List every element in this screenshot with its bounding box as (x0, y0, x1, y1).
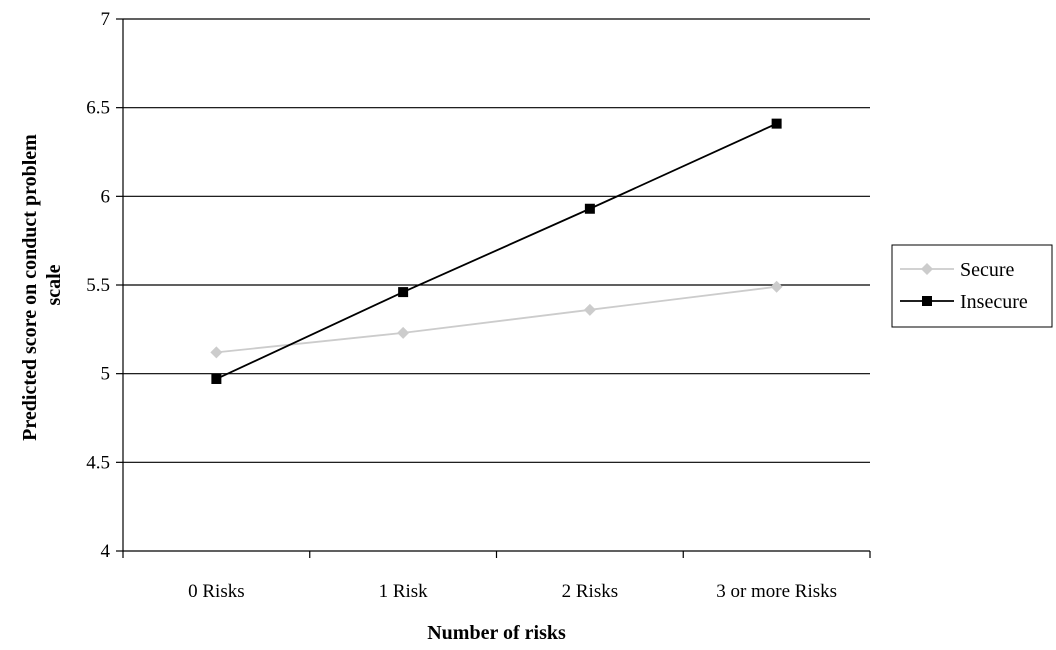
insecure-point (211, 373, 222, 384)
legend-label: Insecure (960, 291, 1028, 313)
x-axis-title: Number of risks (427, 622, 566, 644)
x-axis-ticks: 0 Risks 1 Risk 2 Risks 3 or more Risks (122, 551, 871, 602)
legend-item-secure: Secure (900, 259, 1015, 281)
secure-line (216, 285, 777, 354)
legend-item-insecure: Insecure (900, 291, 1028, 313)
y-tick-label: 4 (101, 541, 111, 562)
insecure-point (584, 203, 595, 214)
secure-point (583, 303, 596, 316)
y-tick-label: 5.5 (86, 275, 110, 296)
y-axis-ticks: 4 4.5 5 5.5 6 6.5 7 (86, 9, 123, 562)
insecure-point (771, 118, 782, 129)
y-axis-title-line-2: scale (43, 264, 65, 305)
legend-label: Secure (960, 259, 1015, 281)
secure-point (397, 326, 410, 339)
y-tick-label: 4.5 (86, 452, 110, 473)
series-secure (210, 280, 783, 359)
gridlines (123, 18, 870, 463)
secure-point (770, 280, 783, 293)
y-tick-label: 7 (101, 9, 111, 30)
y-tick-label: 6.5 (86, 98, 110, 119)
x-tick-label: 2 Risks (562, 581, 619, 602)
legend-swatch-marker (922, 296, 932, 306)
legend-box (891, 244, 1053, 328)
x-tick-label: 1 Risk (379, 581, 429, 602)
y-axis-title: Predicted score on conduct problem scale (19, 129, 65, 441)
y-tick-label: 6 (101, 186, 111, 207)
series-layer (210, 118, 783, 384)
y-tick-label: 5 (101, 364, 111, 385)
legend: Secure Insecure (891, 244, 1053, 328)
insecure-line (215, 122, 777, 380)
series-insecure (211, 118, 782, 384)
legend-swatch-marker (921, 263, 933, 275)
x-tick-label: 0 Risks (188, 581, 245, 602)
secure-point (210, 346, 223, 359)
x-tick-label: 3 or more Risks (716, 581, 837, 602)
y-axis-title-line-1: Predicted score on conduct problem (19, 134, 41, 441)
insecure-point (398, 287, 409, 298)
